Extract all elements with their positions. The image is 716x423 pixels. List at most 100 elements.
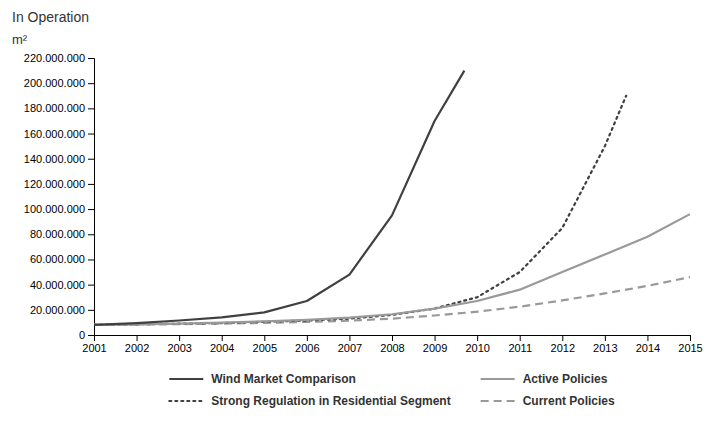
y-tick: 220.000.000: [24, 52, 94, 64]
x-tick-label: 2002: [125, 342, 149, 354]
x-tick-mark: [392, 335, 393, 341]
x-tick: 2001: [82, 335, 106, 354]
x-tick: 2011: [508, 335, 532, 354]
x-tick-label: 2008: [380, 342, 404, 354]
series-line: [94, 71, 464, 325]
x-tick-label: 2005: [253, 342, 277, 354]
y-tick-label: 220.000.000: [24, 52, 85, 64]
y-tick-mark: [88, 310, 94, 311]
lines: [94, 71, 690, 325]
legend-item: Active Policies: [481, 372, 608, 386]
x-tick: 2014: [636, 335, 660, 354]
x-tick: 2015: [678, 335, 702, 354]
x-tick: 2013: [593, 335, 617, 354]
x-tick-label: 2015: [678, 342, 702, 354]
y-tick: 120.000.000: [24, 178, 94, 190]
legend-label: Active Policies: [523, 372, 608, 386]
x-tick-label: 2012: [551, 342, 575, 354]
x-tick: 2003: [167, 335, 191, 354]
chart: In Operationm²020.000.00040.000.00060.00…: [0, 0, 716, 423]
y-tick: 160.000.000: [24, 128, 94, 140]
x-tick-mark: [690, 335, 691, 341]
y-tick-mark: [88, 209, 94, 210]
legend-item: Current Policies: [481, 394, 615, 408]
y-tick-label: 140.000.000: [24, 153, 85, 165]
x-tick-label: 2004: [210, 342, 234, 354]
x-tick-mark: [349, 335, 350, 341]
x-tick: 2002: [125, 335, 149, 354]
y-tick-label: 20.000.000: [30, 304, 85, 316]
y-tick-label: 0: [79, 329, 85, 341]
series-line: [94, 96, 626, 325]
x-tick: 2009: [423, 335, 447, 354]
y-tick: 80.000.000: [30, 228, 94, 240]
y-tick-label: 60.000.000: [30, 253, 85, 265]
legend-swatch: [481, 378, 515, 380]
x-tick-mark: [605, 335, 606, 341]
x-tick: 2005: [253, 335, 277, 354]
x-axis: 2001 2002 2003 2004 2005 2006 2007 2008 2009 2010…: [82, 335, 702, 354]
x-tick: 2008: [380, 335, 404, 354]
x-tick: 2006: [295, 335, 319, 354]
y-tick-label: 180.000.000: [24, 102, 85, 114]
legend-swatch: [169, 400, 203, 402]
x-tick-label: 2010: [465, 342, 489, 354]
y-tick-mark: [88, 234, 94, 235]
x-tick-mark: [94, 335, 95, 341]
y-tick: 200.000.000: [24, 77, 94, 89]
x-tick-mark: [264, 335, 265, 341]
x-tick: 2007: [338, 335, 362, 354]
x-tick-mark: [137, 335, 138, 341]
y-tick-mark: [88, 259, 94, 260]
y-tick: 100.000.000: [24, 203, 94, 215]
x-tick-label: 2009: [423, 342, 447, 354]
x-tick-label: 2011: [508, 342, 532, 354]
plot: 0 20.000.000 40.000.000 60.000.000 80.000.00…: [24, 52, 703, 354]
legend-label: Strong Regulation in Residential Segment: [211, 394, 450, 408]
x-tick-mark: [179, 335, 180, 341]
y-tick: 40.000.000: [30, 279, 94, 291]
series-line: [94, 214, 690, 325]
y-tick-mark: [88, 108, 94, 109]
x-tick-mark: [435, 335, 436, 341]
legend-item: Strong Regulation in Residential Segment: [169, 394, 450, 408]
x-tick-label: 2003: [167, 342, 191, 354]
y-tick-mark: [88, 83, 94, 84]
legend-swatch: [481, 400, 515, 402]
y-tick-label: 160.000.000: [24, 128, 85, 140]
x-tick-label: 2014: [636, 342, 660, 354]
y-tick-label: 80.000.000: [30, 228, 85, 240]
y-tick: 60.000.000: [30, 253, 94, 265]
x-tick-mark: [477, 335, 478, 341]
x-tick-mark: [562, 335, 563, 341]
y-tick-label: 120.000.000: [24, 178, 85, 190]
y-tick: 0: [79, 329, 94, 341]
y-tick-label: 100.000.000: [24, 203, 85, 215]
legend: Wind Market Comparison Active Policies Str…: [169, 372, 615, 408]
x-tick: 2012: [551, 335, 575, 354]
y-tick: 180.000.000: [24, 102, 94, 114]
legend-label: Current Policies: [523, 394, 615, 408]
x-tick-mark: [520, 335, 521, 341]
y-tick-label: 40.000.000: [30, 279, 85, 291]
series-line: [94, 277, 690, 325]
x-tick-label: 2007: [338, 342, 362, 354]
legend-item: Wind Market Comparison: [169, 372, 356, 386]
x-axis-line: [95, 336, 691, 342]
x-tick-mark: [222, 335, 223, 341]
x-tick-label: 2006: [295, 342, 319, 354]
y-tick-label: 200.000.000: [24, 77, 85, 89]
legend-label: Wind Market Comparison: [211, 372, 356, 386]
x-tick-mark: [647, 335, 648, 341]
y-tick-mark: [88, 134, 94, 135]
x-tick: 2004: [210, 335, 234, 354]
y-tick-mark: [88, 159, 94, 160]
x-tick-mark: [307, 335, 308, 341]
y-tick-mark: [88, 285, 94, 286]
y-axis: 0 20.000.000 40.000.000 60.000.000 80.000.00…: [24, 52, 95, 341]
legend-swatch: [169, 378, 203, 380]
x-tick-label: 2013: [593, 342, 617, 354]
y-tick-mark: [88, 335, 94, 336]
title: In Operation: [12, 9, 89, 25]
y-tick-mark: [88, 58, 94, 59]
